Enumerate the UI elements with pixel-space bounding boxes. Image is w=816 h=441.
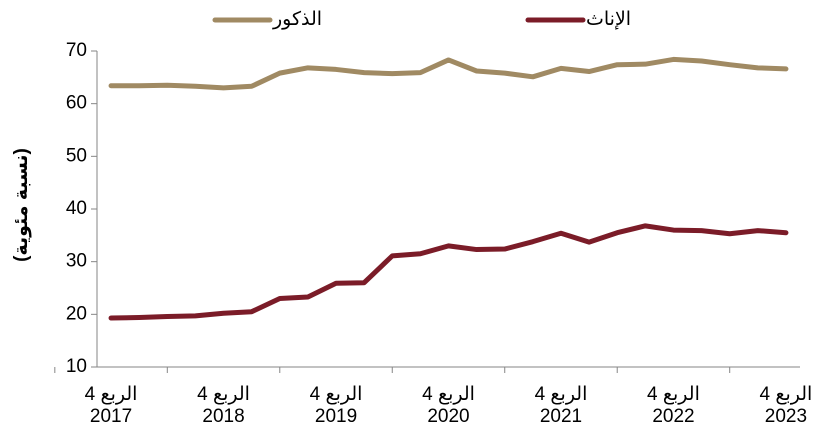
x-tick-label: 2023 bbox=[765, 406, 807, 427]
y-tick-label: 50 bbox=[66, 145, 87, 166]
y-tick-label: 20 bbox=[66, 303, 87, 324]
x-tick-label: 2018 bbox=[202, 406, 244, 427]
x-tick-label: 2017 bbox=[90, 406, 132, 427]
x-tick-label: الربع 4 bbox=[422, 384, 475, 405]
x-tick-label: الربع 4 bbox=[197, 384, 250, 405]
x-tick-label: الربع 4 bbox=[85, 384, 138, 405]
x-tick-label: 2021 bbox=[540, 406, 582, 427]
line-series bbox=[108, 56, 789, 91]
x-tick-label: الربع 4 bbox=[760, 384, 813, 405]
y-tick-label: 60 bbox=[66, 93, 87, 114]
x-tick-label: 2019 bbox=[315, 406, 357, 427]
x-tick-label: الربع 4 bbox=[535, 384, 588, 405]
x-tick-label: 2022 bbox=[652, 406, 694, 427]
x-tick-label: الربع 4 bbox=[647, 384, 700, 405]
x-tick-label: الربع 4 bbox=[310, 384, 363, 405]
legend-label: الإناث bbox=[586, 9, 631, 30]
x-tick-label: 2020 bbox=[427, 406, 469, 427]
legend-label: الذكور bbox=[272, 9, 322, 30]
y-tick-label: 30 bbox=[66, 251, 87, 272]
y-axis-label: (نسبة مئوية) bbox=[11, 148, 32, 262]
line-series bbox=[108, 223, 789, 321]
y-tick-label: 70 bbox=[66, 40, 87, 61]
y-tick-label: 10 bbox=[66, 356, 87, 377]
y-tick-label: 40 bbox=[66, 198, 87, 219]
